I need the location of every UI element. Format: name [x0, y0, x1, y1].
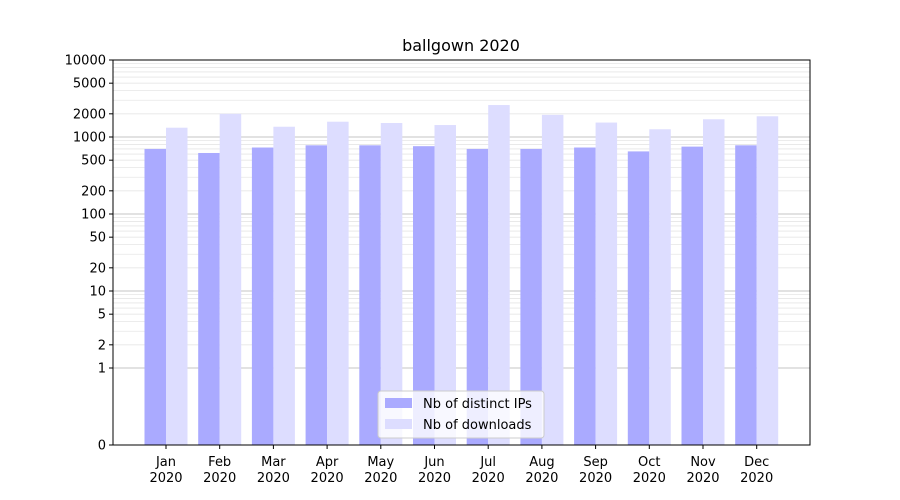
y-tick-label: 5000: [73, 77, 106, 92]
x-tick-label: Nov 2020: [686, 455, 719, 486]
bar-distinct-ips: Nb of distinct IPs: 750: [681, 146, 703, 445]
bar-distinct-ips: Nb of distinct IPs: 780: [305, 145, 328, 445]
y-tick-label: 10000: [65, 54, 106, 69]
bar-downloads: Nb of downloads: 1860: [756, 116, 779, 446]
legend: Nb of distinct IPs Nb of downloads: [377, 390, 545, 439]
bar-downloads: Nb of downloads: 1360: [273, 126, 295, 446]
bar-distinct-ips: Nb of distinct IPs: 700: [466, 148, 489, 446]
legend-label: Nb of downloads: [423, 418, 532, 433]
bar-downloads: Nb of downloads: 2000: [219, 113, 242, 446]
x-tick-label: Jun 2020: [418, 455, 451, 486]
bar-downloads: Nb of downloads: 1940: [541, 114, 564, 445]
bar-downloads: Nb of downloads: 1580: [327, 121, 349, 446]
bar-distinct-ips: Nb of distinct IPs: 700: [144, 148, 166, 446]
bar-distinct-ips: Nb of distinct IPs: 650: [627, 151, 650, 445]
bar-downloads: Nb of downloads: 1320: [166, 127, 188, 445]
x-tick-label: Jul 2020: [472, 455, 505, 486]
y-tick-label: 10: [89, 285, 106, 300]
bar-distinct-ips: Nb of distinct IPs: 730: [574, 147, 596, 445]
y-tick-label: 1000: [73, 131, 106, 146]
y-tick-label: 1: [98, 362, 106, 377]
y-tick-label: 100: [81, 208, 106, 223]
x-tick-label: Oct 2020: [633, 455, 666, 486]
bar-downloads: Nb of downloads: 1540: [595, 122, 618, 445]
plot-frame: [112, 59, 811, 446]
bar-distinct-ips: Nb of distinct IPs: 760: [413, 146, 435, 445]
bar-distinct-ips: Nb of distinct IPs: 620: [198, 152, 220, 445]
legend-swatch: [385, 419, 412, 429]
bars-layer: Nb of distinct IPs: 700Nb of downloads: …: [144, 105, 779, 446]
bar-downloads: Nb of downloads: 1700: [703, 119, 725, 445]
y-tick-label: 0: [98, 439, 106, 454]
legend-box: [377, 390, 545, 439]
y-tick-label: 5: [98, 308, 106, 323]
bar-distinct-ips: Nb of distinct IPs: 700: [520, 148, 542, 446]
bar-distinct-ips: Nb of distinct IPs: 730: [251, 147, 274, 445]
x-tick-label: Sep 2020: [579, 455, 612, 486]
bar-downloads: Nb of downloads: 1430: [434, 125, 456, 445]
x-tick-label: Jan 2020: [149, 455, 182, 486]
y-tick-label: 200: [81, 184, 106, 199]
x-axis: Jan 2020 Feb 2020 Mar 2020 Apr 2020 May 2020 Jun 20…: [149, 445, 773, 486]
x-tick-label: Feb 2020: [203, 455, 236, 486]
y-tick-label: 2: [98, 338, 106, 353]
x-tick-label: May 2020: [364, 455, 397, 486]
legend-swatch: [385, 398, 412, 408]
x-tick-label: Mar 2020: [257, 455, 290, 486]
y-tick-label: 20: [89, 261, 106, 276]
y-axis: 0 1 2 5 10 20 50 100 200 500 1000 2000 5000 10000: [65, 54, 113, 454]
bar-downloads: Nb of downloads: 1260: [649, 129, 671, 445]
x-tick-label: Dec 2020: [740, 455, 773, 486]
legend-label: Nb of distinct IPs: [423, 397, 532, 412]
bar-downloads: Nb of downloads: 2600: [488, 105, 510, 445]
x-tick-label: Apr 2020: [311, 455, 344, 486]
y-tick-label: 2000: [73, 107, 106, 122]
y-tick-label: 500: [81, 154, 106, 169]
x-tick-label: Aug 2020: [525, 455, 558, 486]
bar-distinct-ips: Nb of distinct IPs: 780: [359, 145, 381, 445]
y-tick-label: 50: [89, 231, 106, 246]
bar-downloads: Nb of downloads: 1520: [380, 122, 403, 445]
bar-distinct-ips: Nb of distinct IPs: 780: [735, 145, 757, 445]
chart-title: ballgown 2020: [402, 36, 520, 55]
